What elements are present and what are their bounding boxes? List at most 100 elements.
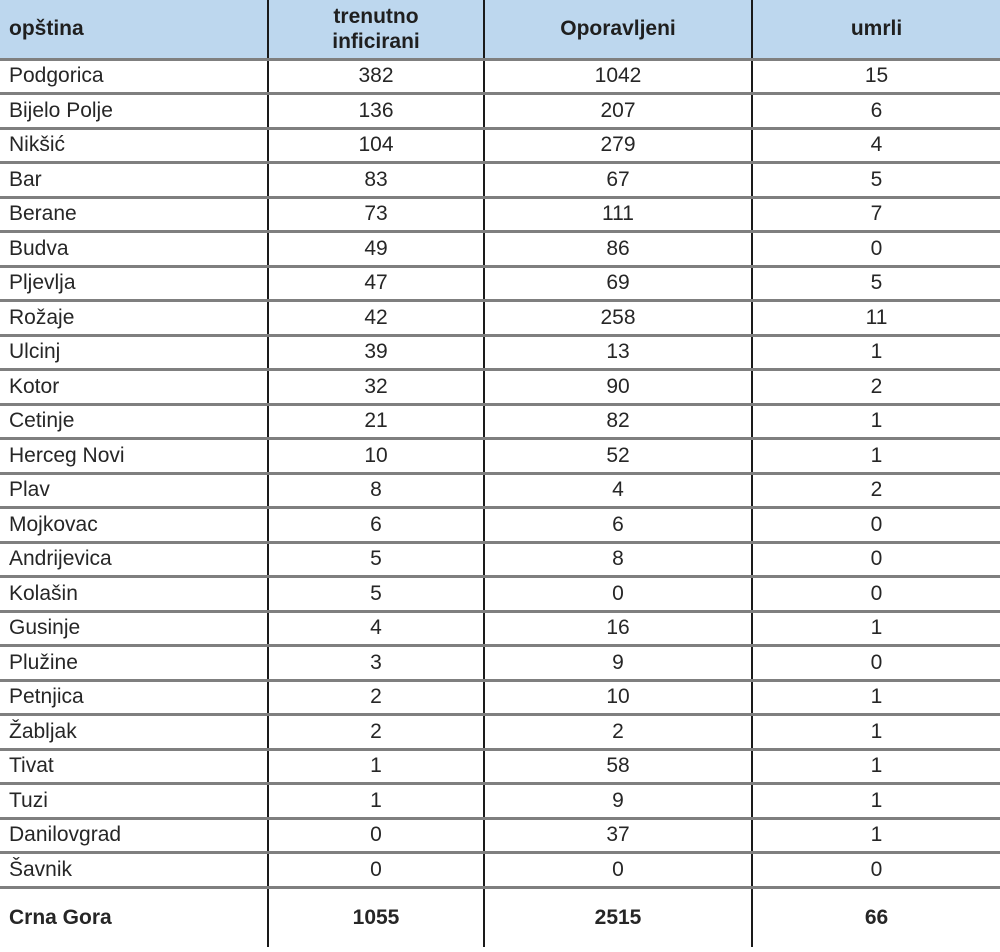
total-recovered: 2515 — [484, 887, 753, 947]
infected-cell: 104 — [268, 128, 485, 163]
deaths-cell: 6 — [870, 98, 883, 122]
infected-cell: 136 — [268, 93, 485, 128]
municipality-cell: Cetinje — [0, 404, 269, 439]
deaths-cell: 1 — [870, 719, 883, 743]
table-row: Tuzi 1 9 1 — [0, 783, 1000, 818]
infected-cell: 3 — [268, 645, 485, 680]
deaths-cell: 1 — [870, 409, 883, 433]
infected-cell: 0 — [268, 818, 485, 853]
municipality-cell: Nikšić — [0, 128, 269, 163]
table-row: Kotor 32 90 2 — [0, 369, 1000, 404]
table-row: Gusinje 4 16 1 — [0, 611, 1000, 646]
deaths-cell: 0 — [870, 650, 883, 674]
table-row: Berane 73 111 7 — [0, 197, 1000, 232]
table-row: Podgorica 382 1042 15 — [0, 59, 1000, 94]
table-row: Mojkovac 6 6 0 — [0, 507, 1000, 542]
municipality-cell: Šavnik — [0, 852, 269, 887]
recovered-cell: 279 — [484, 128, 753, 163]
total-deaths: 66 — [864, 905, 889, 929]
deaths-cell: 1 — [870, 788, 883, 812]
recovered-cell: 2 — [484, 714, 753, 749]
deaths-cell: 5 — [870, 167, 883, 191]
municipality-cell: Tuzi — [0, 783, 269, 818]
deaths-cell: 11 — [865, 305, 888, 329]
municipality-cell: Herceg Novi — [0, 438, 269, 473]
table-row: Žabljak 2 2 1 — [0, 714, 1000, 749]
recovered-cell: 67 — [484, 162, 753, 197]
deaths-cell: 7 — [870, 202, 883, 226]
table-row: Bar 83 67 5 — [0, 162, 1000, 197]
recovered-cell: 86 — [484, 231, 753, 266]
infected-cell: 0 — [268, 852, 485, 887]
recovered-cell: 82 — [484, 404, 753, 439]
table-row: Šavnik 0 0 0 — [0, 852, 1000, 887]
deaths-cell: 1 — [870, 823, 883, 847]
table-row: Ulcinj 39 13 1 — [0, 335, 1000, 370]
deaths-cell: 15 — [864, 64, 889, 88]
deaths-cell: 1 — [870, 340, 883, 364]
recovered-cell: 9 — [484, 645, 753, 680]
total-label: Crna Gora — [0, 887, 269, 947]
header-opstina: opština — [0, 0, 269, 59]
table-row: Rožaje 42 258 11 — [0, 300, 1000, 335]
municipality-cell: Žabljak — [0, 714, 269, 749]
deaths-cell: 0 — [870, 236, 883, 260]
table-row: Herceg Novi 10 52 1 — [0, 438, 1000, 473]
table-row: Budva 49 86 0 — [0, 231, 1000, 266]
infected-cell: 39 — [268, 335, 485, 370]
deaths-cell: 2 — [870, 374, 883, 398]
deaths-cell: 0 — [870, 547, 883, 571]
municipality-cell: Andrijevica — [0, 542, 269, 577]
table-row: Cetinje 21 82 1 — [0, 404, 1000, 439]
infected-cell: 382 — [268, 59, 485, 94]
infected-cell: 32 — [268, 369, 485, 404]
header-trenutno-inficirani: trenutno inficirani — [268, 0, 485, 59]
infected-cell: 4 — [268, 611, 485, 646]
table-row: Andrijevica 5 8 0 — [0, 542, 1000, 577]
recovered-cell: 258 — [484, 300, 753, 335]
municipality-cell: Pljevlja — [0, 266, 269, 301]
municipality-cell: Tivat — [0, 749, 269, 784]
municipality-cell: Podgorica — [0, 59, 269, 94]
table-row: Petnjica 2 10 1 — [0, 680, 1000, 715]
recovered-cell: 52 — [484, 438, 753, 473]
municipality-cell: Mojkovac — [0, 507, 269, 542]
infected-cell: 47 — [268, 266, 485, 301]
municipality-cell: Rožaje — [0, 300, 269, 335]
recovered-cell: 10 — [484, 680, 753, 715]
recovered-cell: 6 — [484, 507, 753, 542]
municipality-cell: Gusinje — [0, 611, 269, 646]
header-oporavljeni: Oporavljeni — [484, 0, 753, 59]
infected-cell: 42 — [268, 300, 485, 335]
table-row: Bijelo Polje 136 207 6 — [0, 93, 1000, 128]
recovered-cell: 207 — [484, 93, 753, 128]
infected-cell: 5 — [268, 576, 485, 611]
table-row: Plav 8 4 2 — [0, 473, 1000, 508]
infected-cell: 49 — [268, 231, 485, 266]
municipality-cell: Plav — [0, 473, 269, 508]
municipality-cell: Petnjica — [0, 680, 269, 715]
infected-cell: 73 — [268, 197, 485, 232]
header-opstina-label: opština — [9, 17, 84, 41]
infected-cell: 2 — [268, 714, 485, 749]
recovered-cell: 1042 — [484, 59, 753, 94]
header-umrli-label: umrli — [850, 17, 903, 41]
deaths-cell: 1 — [870, 616, 883, 640]
municipality-cell: Bijelo Polje — [0, 93, 269, 128]
deaths-cell: 4 — [870, 133, 883, 157]
header-umrli: umrli — [752, 0, 1000, 59]
deaths-cell: 1 — [870, 754, 883, 778]
table-row: Pljevlja 47 69 5 — [0, 266, 1000, 301]
deaths-cell: 0 — [870, 857, 883, 881]
header-oporavljeni-label: Oporavljeni — [560, 17, 676, 41]
table-row: Tivat 1 58 1 — [0, 749, 1000, 784]
municipality-cell: Plužine — [0, 645, 269, 680]
infected-cell: 2 — [268, 680, 485, 715]
infected-cell: 10 — [268, 438, 485, 473]
deaths-cell: 1 — [870, 685, 883, 709]
recovered-cell: 0 — [484, 576, 753, 611]
total-row: Crna Gora 1055 2515 66 — [0, 887, 1000, 947]
recovered-cell: 8 — [484, 542, 753, 577]
infected-cell: 21 — [268, 404, 485, 439]
